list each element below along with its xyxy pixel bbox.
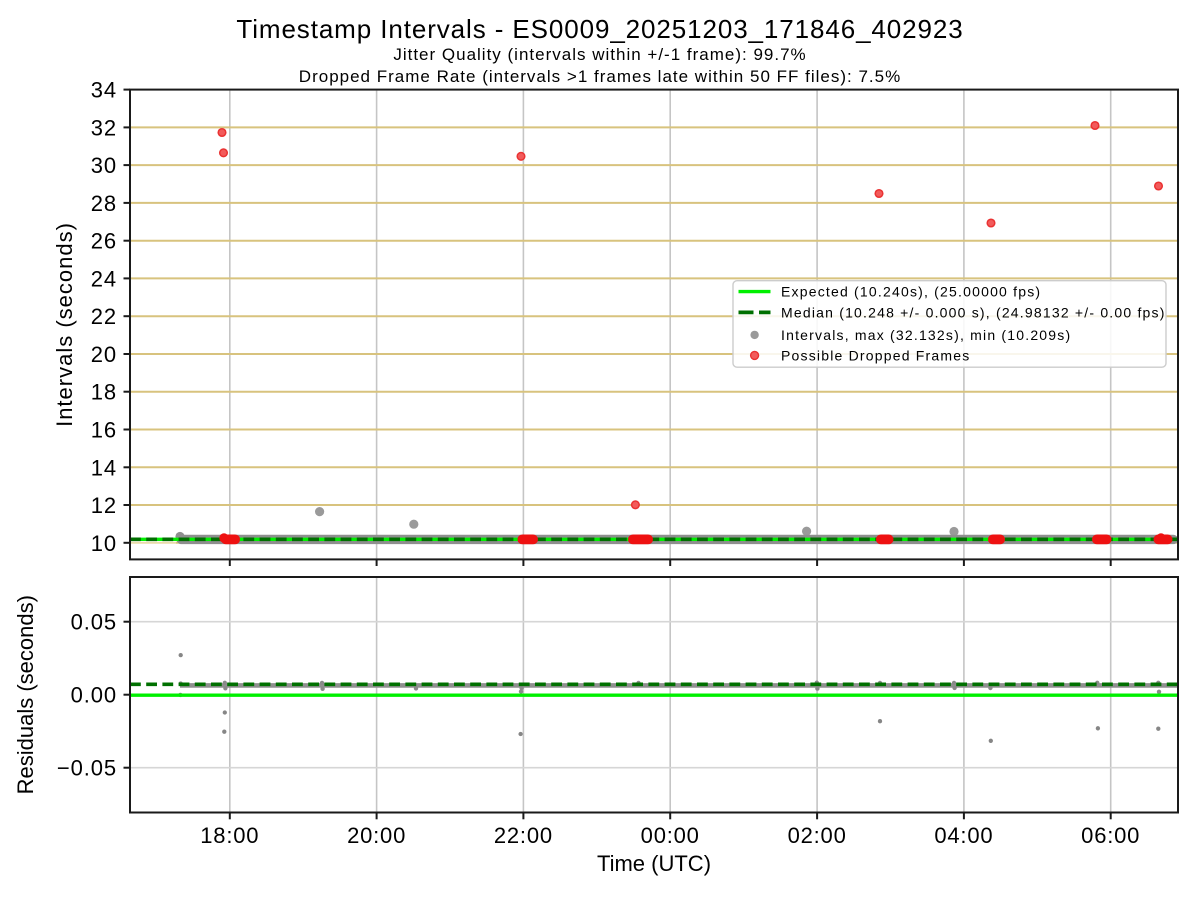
svg-text:Possible Dropped Frames: Possible Dropped Frames — [781, 347, 970, 363]
svg-text:Dropped Frame Rate (intervals: Dropped Frame Rate (intervals >1 frames … — [299, 67, 901, 86]
svg-text:18: 18 — [91, 380, 117, 405]
svg-text:24: 24 — [91, 266, 117, 291]
svg-text:06:00: 06:00 — [1081, 823, 1140, 848]
svg-text:22: 22 — [91, 304, 117, 329]
svg-text:18:00: 18:00 — [200, 823, 259, 848]
svg-text:22:00: 22:00 — [494, 823, 553, 848]
svg-text:34: 34 — [91, 78, 117, 103]
svg-text:Median (10.248 +/- 0.000 s), (: Median (10.248 +/- 0.000 s), (24.98132 +… — [781, 304, 1166, 320]
svg-text:Intervals (seconds): Intervals (seconds) — [52, 222, 77, 427]
svg-text:16: 16 — [91, 418, 117, 443]
svg-text:12: 12 — [91, 493, 117, 518]
svg-text:14: 14 — [91, 455, 117, 480]
svg-text:20:00: 20:00 — [347, 823, 406, 848]
svg-text:26: 26 — [91, 229, 117, 254]
svg-text:10: 10 — [91, 531, 117, 556]
svg-text:Time (UTC): Time (UTC) — [597, 851, 711, 876]
svg-text:32: 32 — [91, 115, 117, 140]
svg-text:Jitter Quality (intervals with: Jitter Quality (intervals within +/-1 fr… — [393, 45, 806, 64]
svg-text:Timestamp Intervals - ES0009_2: Timestamp Intervals - ES0009_20251203_17… — [236, 14, 963, 44]
svg-text:20: 20 — [91, 342, 117, 367]
svg-text:−0.05: −0.05 — [57, 756, 117, 781]
svg-text:Intervals, max (32.132s), min: Intervals, max (32.132s), min (10.209s) — [781, 327, 1071, 343]
svg-text:00:00: 00:00 — [641, 823, 700, 848]
svg-text:0.00: 0.00 — [71, 683, 117, 708]
svg-text:04:00: 04:00 — [934, 823, 993, 848]
svg-text:Residuals (seconds): Residuals (seconds) — [13, 595, 38, 794]
svg-text:30: 30 — [91, 153, 117, 178]
svg-text:0.05: 0.05 — [71, 610, 117, 635]
svg-text:Expected (10.240s), (25.00000: Expected (10.240s), (25.00000 fps) — [781, 284, 1041, 300]
svg-text:28: 28 — [91, 191, 117, 216]
svg-text:02:00: 02:00 — [788, 823, 847, 848]
